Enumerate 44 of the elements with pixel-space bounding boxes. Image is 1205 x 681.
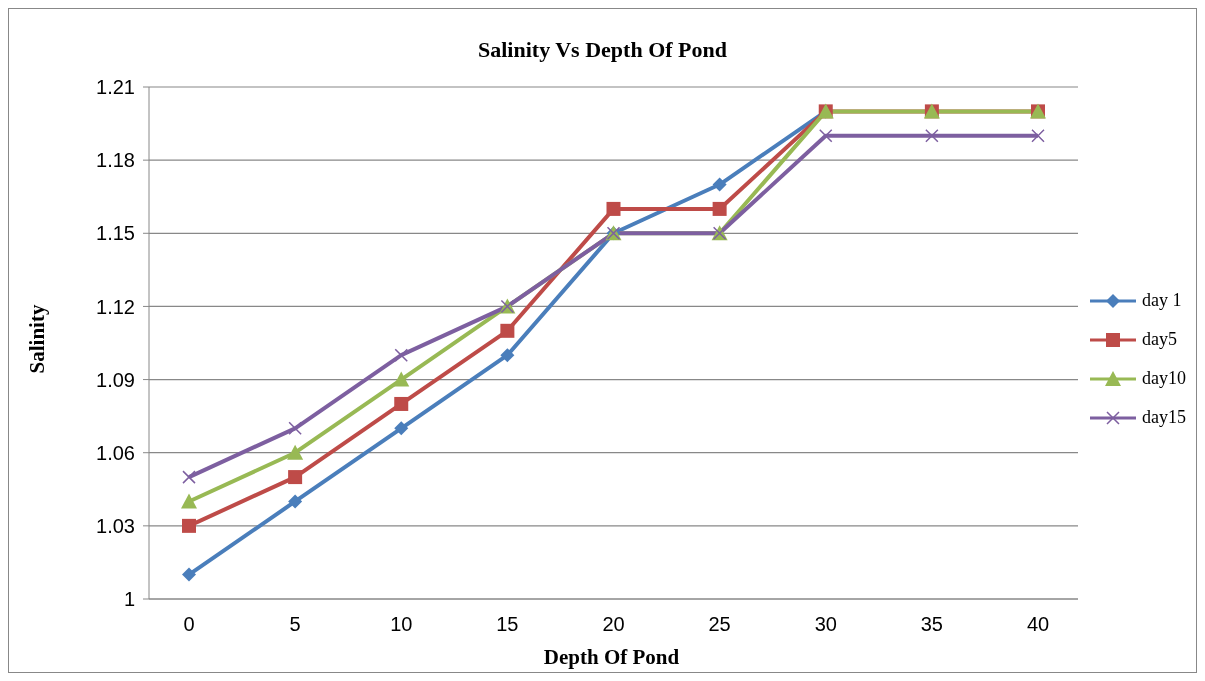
point [394,396,409,411]
x-tick-label: 30 [814,613,837,636]
chart-title: Salinity Vs Depth Of Pond [477,37,728,63]
point [288,421,302,436]
x-tick-label: 10 [390,613,413,636]
y-tick-label: 1.06 [96,441,135,464]
legend-label: day15 [1142,407,1186,428]
y-tick-label: 1.12 [96,295,135,318]
x-tick-label: 25 [708,613,731,636]
point [712,177,727,192]
point [500,348,515,363]
point [1031,129,1045,143]
point [394,348,408,362]
x-tick-label: 20 [602,613,625,636]
y-tick-label: 1.21 [96,76,135,99]
point [394,421,409,436]
point [925,129,939,143]
y-tick-label: 1 [123,588,135,611]
point [500,323,515,338]
y-tick-label: 1.18 [96,149,135,172]
point [393,371,410,387]
x-tick-label: 40 [1026,613,1050,636]
legend-label: day5 [1142,329,1177,350]
point [182,567,196,582]
y-axis-title: Salinity [24,304,50,374]
point [712,201,727,216]
legend-label: day 1 [1142,290,1182,311]
point [606,201,621,216]
point [287,444,304,460]
point [288,470,303,485]
point [182,518,196,533]
legend-label: day10 [1142,368,1186,389]
point [288,494,303,509]
x-axis-title: Depth Of Pond [542,645,681,670]
x-tick-label: 15 [496,613,519,636]
x-tick-label: 35 [920,613,943,636]
point [819,129,833,143]
y-tick-label: 1.09 [96,368,135,391]
x-tick-label: 5 [289,613,301,636]
point [182,470,196,484]
x-tick-label: 0 [183,613,195,636]
y-tick-label: 1.03 [96,514,135,537]
point [181,493,197,509]
y-tick-label: 1.15 [96,222,135,245]
